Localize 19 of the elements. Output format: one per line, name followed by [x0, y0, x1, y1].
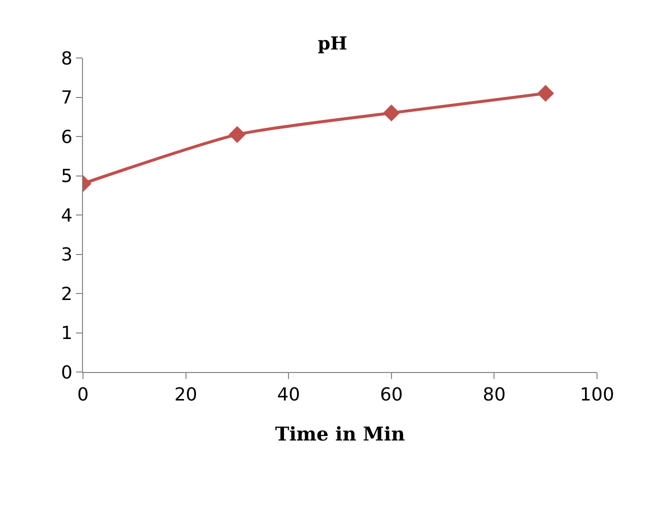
x-tick-label: 40 [277, 384, 300, 406]
y-tick-label: 4 [60, 205, 72, 226]
x-tick-label: 80 [482, 384, 506, 406]
chart-title: pH [318, 33, 348, 54]
y-tick-label: 2 [60, 284, 72, 305]
point [537, 84, 554, 102]
x-axis-title: Time in Min [275, 423, 406, 446]
y-tick-label: 8 [60, 48, 72, 70]
y-tick-label: 0 [60, 362, 72, 384]
x-tick-label: 60 [380, 384, 403, 406]
x-tick-label: 100 [580, 384, 614, 406]
y-tick-label: 7 [60, 88, 72, 109]
y-tick-label: 6 [60, 126, 72, 148]
y-tick-label: 5 [60, 166, 72, 188]
y-tick-label: 3 [60, 244, 72, 266]
point [382, 104, 400, 122]
x-tick-label: 0 [77, 384, 89, 406]
x-tick-label: 20 [174, 384, 198, 406]
y-tick-label: 1 [60, 323, 72, 344]
